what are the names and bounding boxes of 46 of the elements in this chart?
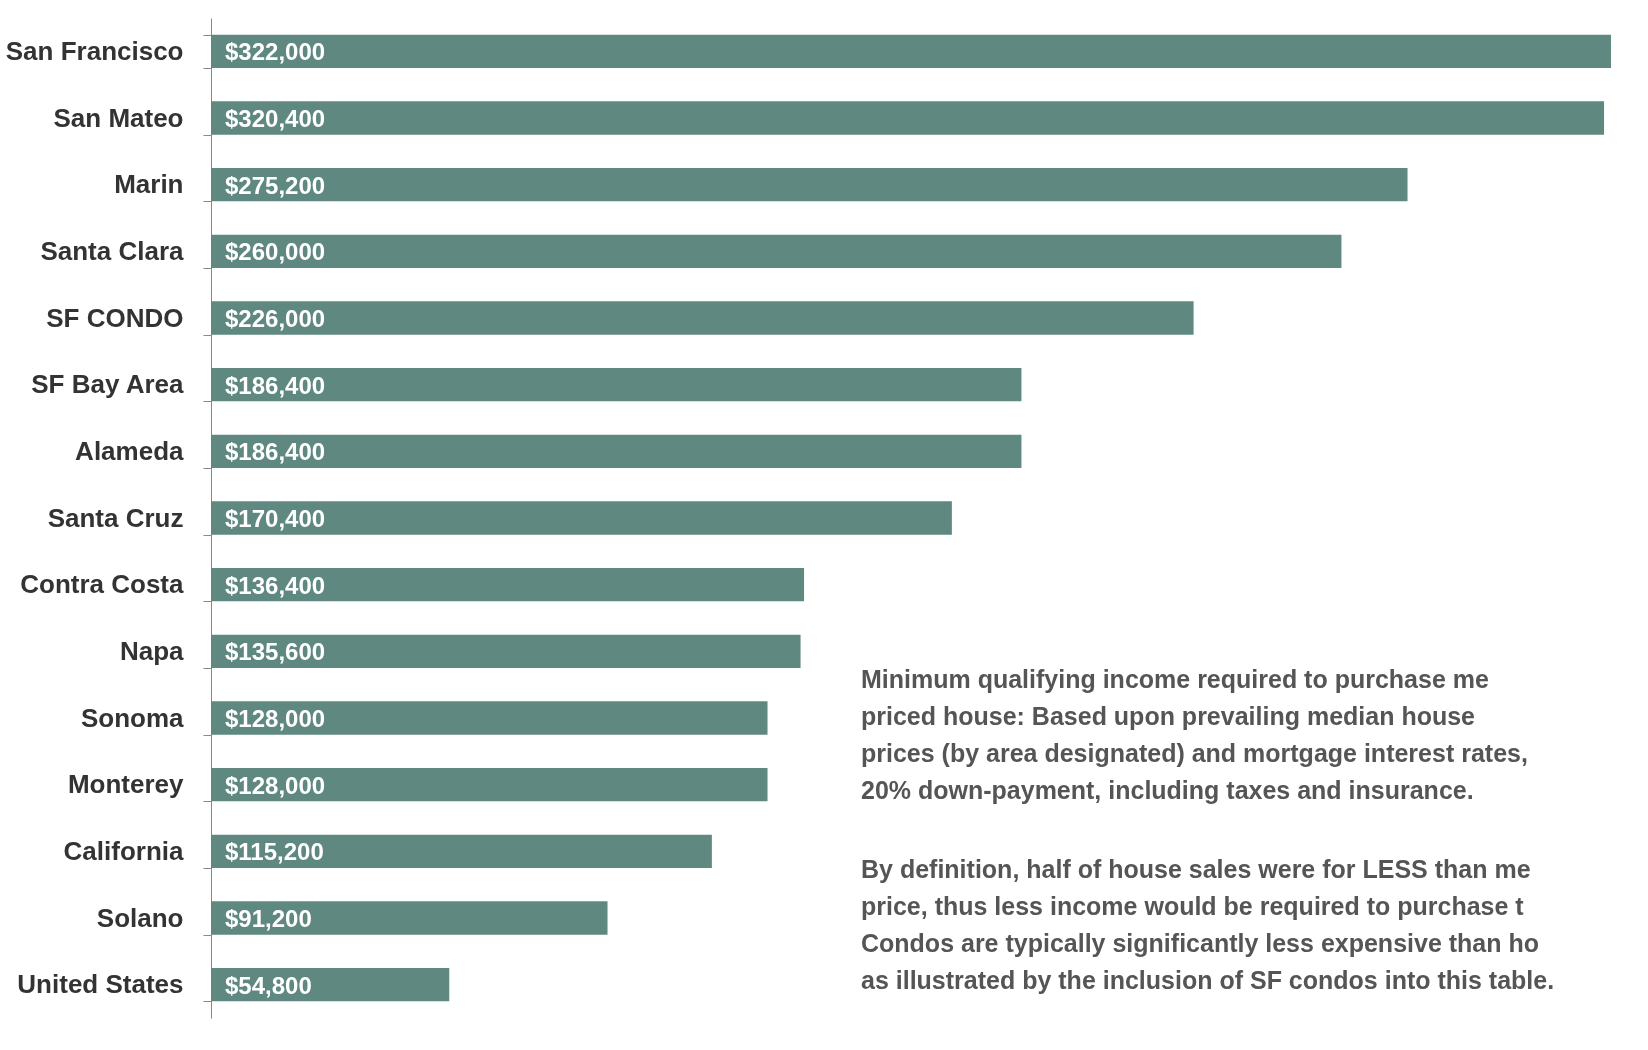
data-label: $260,000	[225, 238, 326, 266]
y-tick-label: Napa	[119, 635, 185, 666]
y-tick-label: San Francisco	[5, 35, 184, 66]
data-label: $186,400	[225, 438, 326, 466]
y-tick-label: Alameda	[75, 435, 185, 466]
y-tick-label: Contra Costa	[20, 569, 185, 600]
data-label: $186,400	[225, 371, 326, 399]
y-tick-label: United States	[17, 969, 184, 1000]
y-tick-label: SF Bay Area	[31, 369, 185, 400]
bar	[211, 168, 1408, 202]
data-label: $275,200	[225, 171, 326, 199]
y-tick-label: Solano	[96, 902, 184, 933]
data-label: $54,800	[225, 971, 312, 999]
bar	[211, 101, 1605, 135]
bar	[211, 834, 712, 868]
data-label: $322,000	[225, 38, 326, 66]
y-tick-label: San Mateo	[53, 102, 184, 133]
annotation: Minimum qualifying income required to purchase me priced house: Based upon prevailing median house prices (by area designated) and mortgage interest rates, 20% down-payment, including taxes and insurance.	[861, 665, 1528, 804]
data-label: $128,000	[225, 705, 326, 732]
bar	[211, 34, 1611, 68]
y-tick-label: Santa Clara	[40, 235, 185, 266]
bar	[211, 701, 768, 735]
bar	[211, 768, 768, 802]
y-tick-label: Marin	[114, 169, 184, 200]
bar	[211, 234, 1342, 268]
bar	[211, 634, 801, 668]
y-tick-label: Santa Cruz	[47, 502, 184, 533]
bar	[211, 434, 1022, 468]
data-label: $91,200	[225, 905, 312, 932]
bar	[211, 501, 952, 535]
bar	[211, 901, 608, 935]
data-label: $115,200	[225, 838, 324, 866]
bar	[211, 568, 805, 602]
data-label: $135,600	[225, 638, 326, 666]
data-label: $128,000	[225, 771, 326, 799]
data-label: $136,400	[225, 571, 326, 599]
y-tick-label: California	[63, 835, 185, 866]
bar	[211, 301, 1194, 335]
data-label: $170,400	[225, 505, 326, 532]
bar	[211, 368, 1022, 402]
y-tick-label: Sonoma	[80, 702, 185, 733]
annotation: By definition, half of house sales were for LESS than me price, thus less income would be required to purchase t Condos are typically significantly less expensive than ho as illustrated by the inclusion of SF condos into this table.	[861, 855, 1555, 994]
y-tick-label: SF CONDO	[46, 302, 184, 333]
data-label: $320,400	[225, 105, 326, 132]
y-tick-label: Monterey	[67, 769, 185, 800]
data-label: $226,000	[225, 305, 326, 332]
